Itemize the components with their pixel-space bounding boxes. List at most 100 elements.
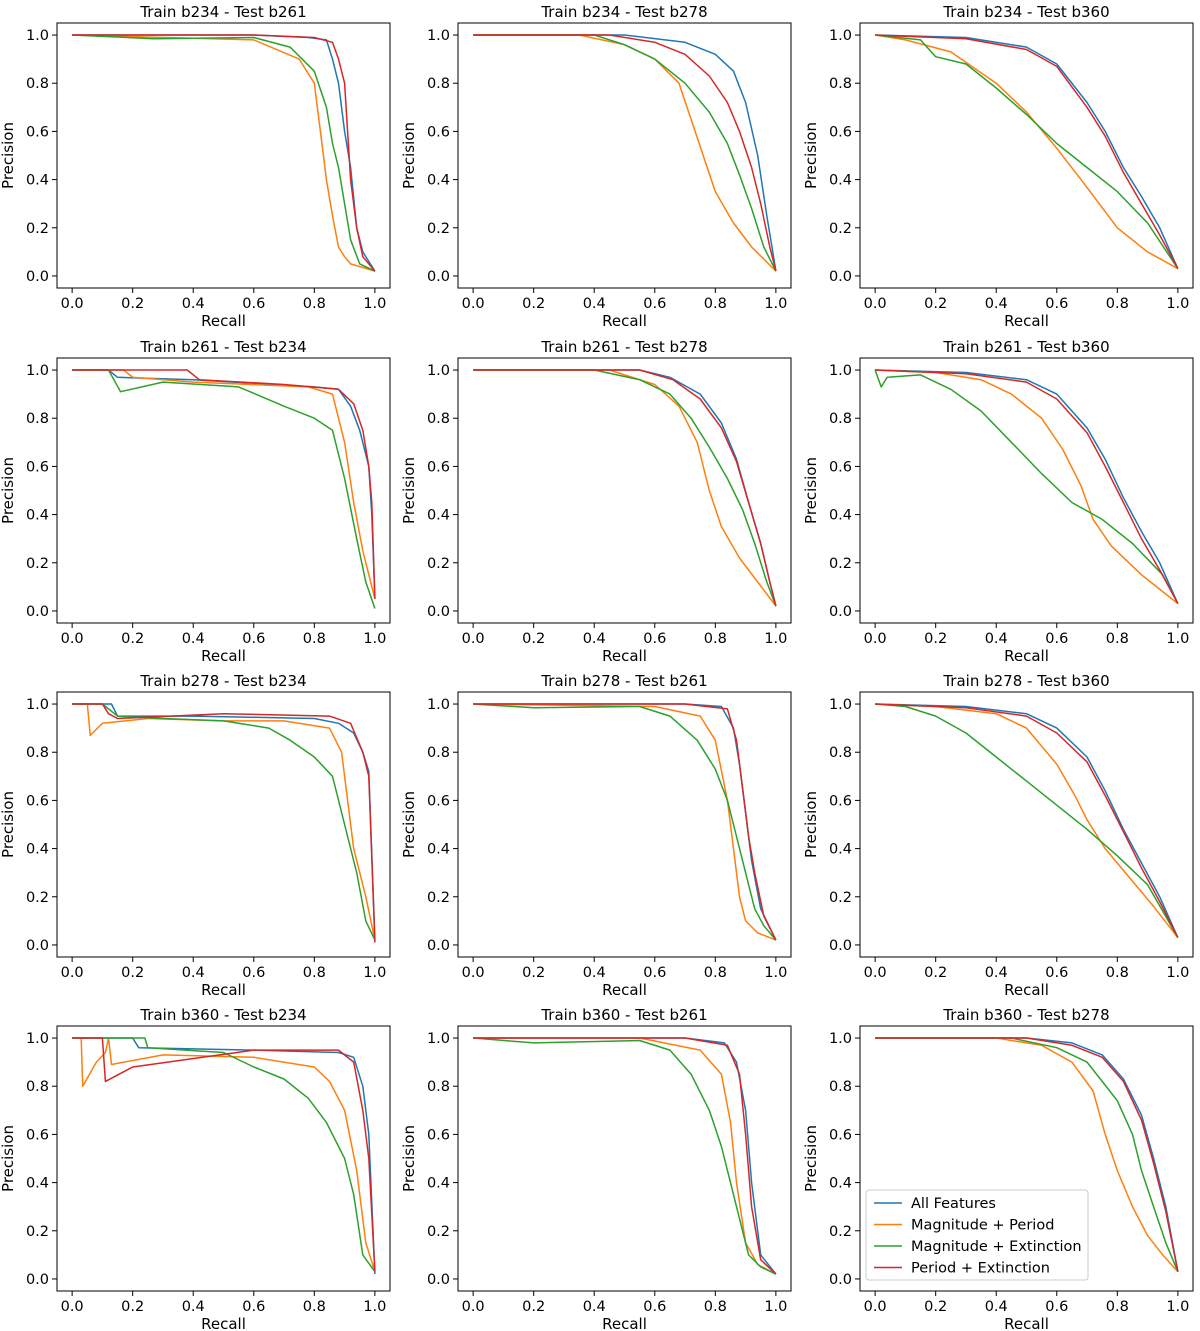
series-line-magnitude-extinction xyxy=(72,369,376,609)
x-tick-label: 0.6 xyxy=(643,631,666,647)
series-line-magnitude-period xyxy=(875,369,1179,605)
y-tick-label: 0.4 xyxy=(26,173,49,189)
y-axis-label: Precision xyxy=(802,791,820,858)
series-line-all-features xyxy=(875,34,1179,270)
series-line-magnitude-period xyxy=(473,34,777,272)
x-tick-label: 0.2 xyxy=(121,296,144,312)
axes-frame xyxy=(457,691,792,958)
x-tick-label: 0.0 xyxy=(462,965,485,981)
y-tick-label: 0.0 xyxy=(26,269,49,285)
x-tick-label: 0.0 xyxy=(864,296,887,312)
y-tick-label: 0.4 xyxy=(427,1176,450,1192)
y-tick-label: 0.6 xyxy=(427,124,450,140)
y-tick-label: 1.0 xyxy=(829,28,852,44)
y-tick-label: 0.8 xyxy=(829,745,852,761)
panel-6: Train b261 - Test b360 0.0 0.2 0.4 0.6 0.8 1.0… xyxy=(802,338,1194,665)
y-axis-label: Precision xyxy=(400,457,418,524)
x-tick-label: 0.8 xyxy=(303,1299,326,1315)
panel-12: Train b360 - Test b278 0.0 0.2 0.4 0.6 0.8 1.0… xyxy=(802,1006,1194,1331)
x-tick-label: 0.4 xyxy=(583,1299,606,1315)
x-axis-label: Recall xyxy=(201,981,246,999)
y-tick-label: 0.8 xyxy=(427,1079,450,1095)
y-tick-label: 0.4 xyxy=(427,173,450,189)
y-tick-label: 0.2 xyxy=(829,890,852,906)
series-line-magnitude-extinction xyxy=(874,369,1179,605)
x-tick-label: 0.2 xyxy=(522,965,545,981)
x-tick-label: 1.0 xyxy=(363,1299,386,1315)
y-tick-label: 0.0 xyxy=(427,938,450,954)
x-axis-label: Recall xyxy=(602,981,647,999)
x-tick-label: 1.0 xyxy=(764,631,787,647)
y-tick-label: 0.6 xyxy=(829,459,852,475)
x-axis-label: Recall xyxy=(1004,647,1049,665)
y-tick-label: 0.2 xyxy=(26,1224,49,1240)
x-tick-label: 0.6 xyxy=(242,631,265,647)
x-tick-label: 1.0 xyxy=(764,1299,787,1315)
x-tick-label: 0.0 xyxy=(462,1299,485,1315)
x-tick-label: 1.0 xyxy=(1166,1299,1189,1315)
axes-frame xyxy=(457,357,792,624)
y-tick-label: 0.0 xyxy=(427,1272,450,1288)
x-tick-label: 0.8 xyxy=(704,631,727,647)
y-axis-label: Precision xyxy=(0,1125,17,1192)
series-line-magnitude-extinction xyxy=(473,34,777,272)
y-tick-label: 0.8 xyxy=(26,1079,49,1095)
series-line-magnitude-extinction xyxy=(875,1037,1179,1272)
y-tick-label: 0.8 xyxy=(829,76,852,92)
x-tick-label: 0.6 xyxy=(242,296,265,312)
panel-4: Train b261 - Test b234 0.0 0.2 0.4 0.6 0.8 1.0… xyxy=(0,338,391,665)
x-tick-label: 0.2 xyxy=(121,965,144,981)
series-line-period-extinction xyxy=(875,703,1179,939)
x-tick-label: 0.8 xyxy=(1106,965,1129,981)
panel-title: Train b278 - Test b261 xyxy=(540,672,707,690)
y-tick-label: 0.0 xyxy=(427,269,450,285)
x-tick-label: 0.8 xyxy=(1106,631,1129,647)
axes-frame xyxy=(457,1025,792,1292)
y-tick-label: 0.4 xyxy=(829,842,852,858)
y-axis-label: Precision xyxy=(400,791,418,858)
axes-frame xyxy=(859,357,1194,624)
series-line-magnitude-period xyxy=(72,1037,376,1272)
x-axis-label: Recall xyxy=(602,312,647,330)
series-line-period-extinction xyxy=(473,703,777,941)
x-tick-label: 0.0 xyxy=(864,631,887,647)
series-line-magnitude-extinction xyxy=(473,1037,777,1275)
x-tick-label: 0.4 xyxy=(583,631,606,647)
y-tick-label: 0.6 xyxy=(26,459,49,475)
x-tick-label: 0.0 xyxy=(61,965,84,981)
x-axis-label: Recall xyxy=(602,647,647,665)
y-tick-label: 0.4 xyxy=(829,1176,852,1192)
series-line-magnitude-extinction xyxy=(473,369,777,607)
y-tick-label: 0.0 xyxy=(427,604,450,620)
y-tick-label: 0.6 xyxy=(829,793,852,809)
panel-title: Train b278 - Test b360 xyxy=(942,672,1109,690)
series-line-period-extinction xyxy=(473,369,777,607)
y-tick-label: 0.2 xyxy=(26,890,49,906)
panel-title: Train b261 - Test b234 xyxy=(139,338,306,356)
series-line-all-features xyxy=(473,34,777,272)
x-tick-label: 1.0 xyxy=(764,965,787,981)
y-tick-label: 0.6 xyxy=(427,459,450,475)
x-tick-label: 0.2 xyxy=(121,631,144,647)
x-tick-label: 1.0 xyxy=(363,296,386,312)
y-axis-label: Precision xyxy=(400,122,418,189)
x-tick-label: 0.0 xyxy=(864,1299,887,1315)
y-tick-label: 0.6 xyxy=(26,793,49,809)
y-tick-label: 1.0 xyxy=(26,363,49,379)
axes-frame xyxy=(859,691,1194,958)
x-tick-label: 0.0 xyxy=(462,296,485,312)
x-tick-label: 0.4 xyxy=(182,1299,205,1315)
x-tick-label: 0.2 xyxy=(924,1299,947,1315)
series-line-magnitude-extinction xyxy=(875,34,1179,270)
x-tick-label: 1.0 xyxy=(764,296,787,312)
x-tick-label: 0.2 xyxy=(924,965,947,981)
series-line-magnitude-extinction xyxy=(72,34,376,272)
y-tick-label: 1.0 xyxy=(26,697,49,713)
y-tick-label: 0.6 xyxy=(427,1127,450,1143)
series-line-magnitude-period xyxy=(72,703,376,941)
panel-title: Train b360 - Test b261 xyxy=(540,1006,707,1024)
y-tick-label: 0.0 xyxy=(829,1272,852,1288)
panel-7: Train b278 - Test b234 0.0 0.2 0.4 0.6 0.8 1.0… xyxy=(0,672,391,999)
y-tick-label: 0.8 xyxy=(829,411,852,427)
